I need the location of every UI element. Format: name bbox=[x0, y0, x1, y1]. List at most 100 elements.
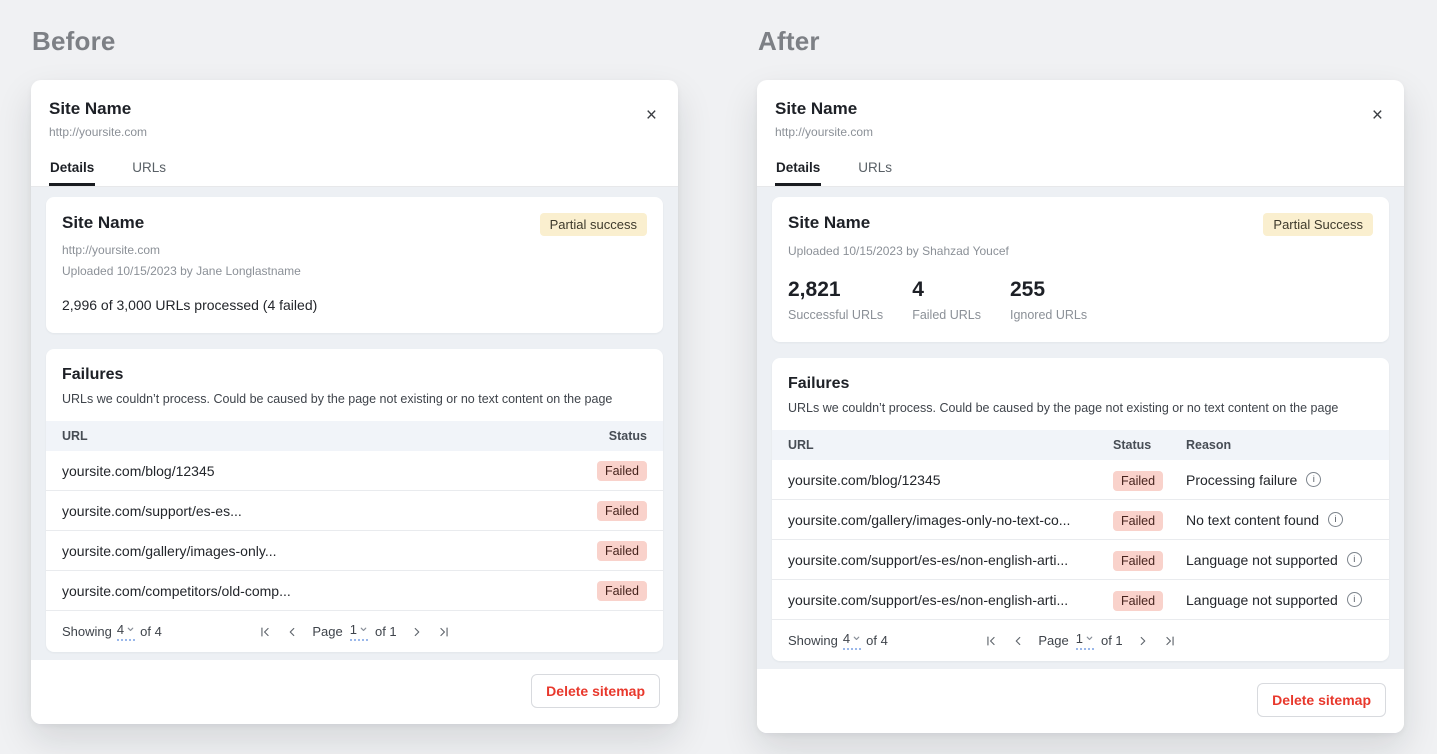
cell-reason: Language not supported bbox=[1186, 591, 1338, 608]
cell-url: yoursite.com/competitors/old-comp... bbox=[62, 582, 291, 599]
cell-url: yoursite.com/support/es-es... bbox=[62, 502, 242, 519]
status-badge-failed: Failed bbox=[1113, 590, 1164, 611]
next-page-icon[interactable] bbox=[1136, 634, 1150, 648]
modal-site-url: http://yoursite.com bbox=[775, 125, 874, 139]
table-row: yoursite.com/gallery/images-only-no-text… bbox=[772, 500, 1389, 540]
page-total-label: of 1 bbox=[374, 624, 397, 639]
info-icon[interactable]: i bbox=[1346, 592, 1362, 607]
summary-uploaded-by: Uploaded 10/15/2023 by Shahzad Youcef bbox=[788, 244, 1009, 258]
table-row: yoursite.com/support/es-es/non-english-a… bbox=[772, 580, 1389, 620]
table-row: yoursite.com/blog/12345 Failed bbox=[46, 451, 663, 491]
page-number-selector[interactable]: 1 bbox=[1075, 631, 1094, 650]
page-total-label: of 1 bbox=[1100, 633, 1123, 648]
chevron-down-icon bbox=[1085, 631, 1094, 646]
last-page-icon[interactable] bbox=[1163, 634, 1177, 648]
pagination-bar: Showing 4 of 4 Page bbox=[772, 620, 1389, 661]
delete-sitemap-button[interactable]: Delete sitemap bbox=[531, 674, 660, 708]
first-page-icon[interactable] bbox=[984, 634, 998, 648]
delete-sitemap-button[interactable]: Delete sitemap bbox=[1257, 683, 1386, 717]
cell-url: yoursite.com/blog/12345 bbox=[62, 462, 215, 479]
table-header-row: URL Status Reason bbox=[772, 430, 1389, 460]
modal-tabs: Details URLs bbox=[757, 152, 1404, 187]
status-badge-failed: Failed bbox=[1113, 470, 1164, 491]
chevron-down-icon bbox=[359, 622, 368, 637]
info-icon[interactable]: i bbox=[1328, 512, 1344, 527]
column-header-status: Status bbox=[1113, 438, 1152, 452]
failures-title: Failures bbox=[62, 366, 124, 383]
status-badge-failed: Failed bbox=[596, 460, 647, 481]
after-panel: After Site Name http://yoursite.com × De… bbox=[757, 26, 1404, 733]
table-row: yoursite.com/gallery/images-only... Fail… bbox=[46, 531, 663, 571]
cell-reason: Processing failure bbox=[1186, 471, 1298, 488]
last-page-icon[interactable] bbox=[437, 625, 451, 639]
modal-footer: Delete sitemap bbox=[31, 660, 678, 724]
cell-url: yoursite.com/gallery/images-only-no-text… bbox=[788, 511, 1071, 528]
page-size-selector[interactable]: 4 bbox=[842, 631, 862, 650]
failures-description: URLs we couldn’t process. Could be cause… bbox=[788, 401, 1339, 415]
modal-site-name: Site Name bbox=[49, 99, 132, 118]
table-row: yoursite.com/support/es-es/non-english-a… bbox=[772, 540, 1389, 580]
cell-url: yoursite.com/gallery/images-only... bbox=[62, 542, 277, 559]
status-badge-partial: Partial Success bbox=[1263, 213, 1373, 236]
summary-card: Site Name Partial Success Uploaded 10/15… bbox=[772, 197, 1389, 342]
previous-page-icon[interactable] bbox=[285, 625, 299, 639]
panel-title-before: Before bbox=[32, 26, 116, 56]
chevron-down-icon bbox=[852, 631, 861, 646]
cell-url: yoursite.com/support/es-es/non-english-a… bbox=[788, 551, 1069, 568]
modal-tabs: Details URLs bbox=[31, 152, 678, 187]
page-label: Page bbox=[312, 624, 343, 639]
status-badge-failed: Failed bbox=[1113, 510, 1164, 531]
tab-urls[interactable]: URLs bbox=[132, 160, 167, 175]
modal-header: Site Name http://yoursite.com × bbox=[31, 80, 678, 139]
stat-successful-urls: 2,821 Successful URLs bbox=[788, 278, 884, 322]
failures-table: URL Status yoursite.com/blog/12345 Faile… bbox=[46, 421, 663, 652]
modal-site-url: http://yoursite.com bbox=[49, 125, 148, 139]
failures-table: URL Status Reason yoursite.com/blog/1234… bbox=[772, 430, 1389, 661]
summary-processed-count: 2,996 of 3,000 URLs processed (4 failed) bbox=[62, 297, 318, 313]
tab-urls[interactable]: URLs bbox=[858, 160, 893, 175]
modal-body: Site Name Partial success http://yoursit… bbox=[31, 187, 678, 660]
summary-uploaded-by: Uploaded 10/15/2023 by Jane Longlastname bbox=[62, 264, 301, 278]
modal-site-name: Site Name bbox=[775, 99, 858, 118]
page-size-selector[interactable]: 4 bbox=[116, 622, 136, 641]
stat-failed-urls: 4 Failed URLs bbox=[912, 278, 981, 322]
modal-footer: Delete sitemap bbox=[757, 669, 1404, 733]
status-badge-failed: Failed bbox=[1113, 550, 1164, 571]
showing-total-label: of 4 bbox=[140, 624, 162, 639]
previous-page-icon[interactable] bbox=[1011, 634, 1025, 648]
failures-title: Failures bbox=[788, 375, 850, 392]
next-page-icon[interactable] bbox=[410, 625, 424, 639]
summary-stats: 2,821 Successful URLs 4 Failed URLs 255 … bbox=[788, 278, 1373, 322]
info-icon[interactable]: i bbox=[1346, 552, 1362, 567]
column-header-status: Status bbox=[608, 429, 647, 443]
cell-reason: No text content found bbox=[1186, 511, 1320, 528]
status-badge-failed: Failed bbox=[596, 500, 647, 521]
first-page-icon[interactable] bbox=[258, 625, 272, 639]
table-row: yoursite.com/competitors/old-comp... Fai… bbox=[46, 571, 663, 611]
summary-site-name: Site Name bbox=[62, 213, 145, 232]
chevron-down-icon bbox=[126, 622, 135, 637]
page-number-selector[interactable]: 1 bbox=[349, 622, 368, 641]
info-icon[interactable]: i bbox=[1306, 472, 1322, 487]
before-panel: Before Site Name http://yoursite.com × D… bbox=[31, 26, 678, 733]
table-row: yoursite.com/blog/12345 Failed Processin… bbox=[772, 460, 1389, 500]
table-row: yoursite.com/support/es-es... Failed bbox=[46, 491, 663, 531]
tab-details[interactable]: Details bbox=[49, 152, 96, 186]
sitemap-modal-after: Site Name http://yoursite.com × Details … bbox=[757, 80, 1404, 733]
failures-description: URLs we couldn’t process. Could be cause… bbox=[62, 392, 613, 406]
column-header-reason: Reason bbox=[1186, 438, 1232, 452]
column-header-url: URL bbox=[62, 429, 88, 443]
close-icon[interactable]: × bbox=[1371, 105, 1383, 126]
showing-total-label: of 4 bbox=[866, 633, 888, 648]
pagination-bar: Showing 4 of 4 Page bbox=[46, 611, 663, 652]
column-header-url: URL bbox=[788, 438, 814, 452]
summary-site-url: http://yoursite.com bbox=[62, 243, 161, 257]
panel-title-after: After bbox=[758, 26, 820, 56]
tab-details[interactable]: Details bbox=[775, 152, 822, 186]
summary-card: Site Name Partial success http://yoursit… bbox=[46, 197, 663, 333]
failures-card: Failures URLs we couldn’t process. Could… bbox=[46, 349, 663, 652]
showing-label: Showing bbox=[62, 624, 112, 639]
failures-card: Failures URLs we couldn’t process. Could… bbox=[772, 358, 1389, 661]
close-icon[interactable]: × bbox=[645, 105, 657, 126]
modal-body: Site Name Partial Success Uploaded 10/15… bbox=[757, 187, 1404, 669]
